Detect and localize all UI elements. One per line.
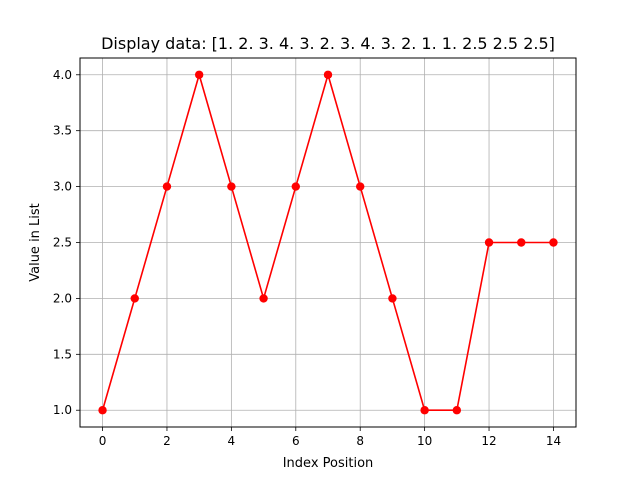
x-tick-label: 6 xyxy=(292,434,300,448)
data-point-marker xyxy=(517,238,526,247)
data-point-marker xyxy=(98,406,107,415)
x-tick-label: 2 xyxy=(163,434,171,448)
data-point-marker xyxy=(356,182,365,191)
y-tick-label: 3.5 xyxy=(53,124,72,138)
x-axis-label: Index Position xyxy=(283,456,374,471)
x-tick-label: 12 xyxy=(481,434,496,448)
y-axis-label: Value in List xyxy=(28,203,43,282)
y-tick-label: 1.0 xyxy=(53,403,72,417)
data-point-marker xyxy=(162,182,172,191)
chart-title: Display data: [1. 2. 3. 4. 3. 2. 3. 4. 3… xyxy=(101,34,555,53)
data-point-marker xyxy=(130,294,139,303)
x-tick-label: 0 xyxy=(99,434,107,448)
data-point-marker xyxy=(259,294,268,303)
grid-lines xyxy=(80,58,576,427)
data-point-marker xyxy=(549,238,558,247)
data-point-marker xyxy=(194,70,204,79)
data-point-marker xyxy=(388,294,397,303)
data-point-marker xyxy=(323,70,333,79)
y-tick-label: 2.0 xyxy=(53,291,72,305)
series-layer xyxy=(98,70,558,415)
x-tick-label: 4 xyxy=(228,434,236,448)
axis-ticks: 0 2 4 6 8 10 12 14 1.0 1.5 2.0 2.5 3.0 3.5 4.0 xyxy=(53,68,561,448)
y-tick-label: 1.5 xyxy=(53,347,72,361)
data-point-marker xyxy=(452,406,462,415)
data-point-marker xyxy=(484,238,494,247)
data-point-marker xyxy=(420,406,429,415)
y-tick-label: 2.5 xyxy=(53,236,72,250)
data-point-marker xyxy=(227,182,236,191)
y-tick-label: 4.0 xyxy=(53,68,72,82)
x-tick-label: 14 xyxy=(546,434,561,448)
data-point-marker xyxy=(291,182,300,191)
y-tick-label: 3.0 xyxy=(53,180,72,194)
x-tick-label: 10 xyxy=(417,434,432,448)
x-tick-label: 8 xyxy=(356,434,364,448)
